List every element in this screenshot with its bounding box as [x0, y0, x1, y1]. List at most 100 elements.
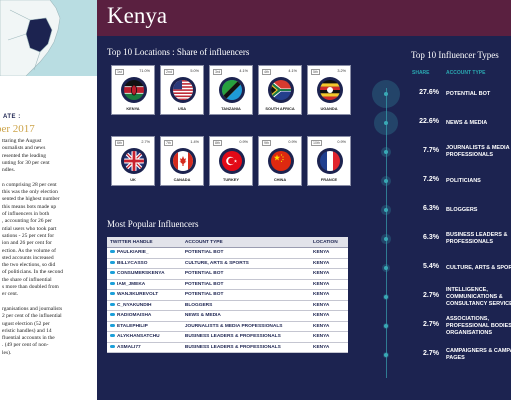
table-cell: C_NYAKUNDIH	[107, 300, 182, 311]
flag-ring	[268, 148, 294, 174]
flag-ring	[121, 77, 147, 103]
share-label: 7.2%	[423, 176, 439, 183]
table-cell-text: KENYA	[313, 250, 330, 256]
type-row: 2.7% INTELLIGENCE, COMMUNICATIONS & CONSU…	[355, 284, 511, 310]
twitter-icon	[110, 281, 115, 285]
flag-ring	[170, 77, 196, 103]
table-row: PAULKIARIE_ POTENTIAL BOT KENYA	[107, 247, 348, 259]
location-card: 4th 4.1% SOUTH AFRICA	[258, 65, 302, 115]
rank-badge: 2nd	[164, 69, 174, 75]
twitter-icon	[110, 313, 115, 317]
table-cell-text: BUSINESS LEADERS & PROFESSIONALS	[184, 344, 281, 350]
body-text-line: . (49 per cent of non-	[2, 342, 49, 349]
share-value: 0.9%	[288, 140, 297, 144]
share-label: 5.4%	[423, 263, 439, 270]
twitter-icon	[110, 260, 115, 264]
twitter-icon	[110, 302, 115, 306]
table-cell-text: C_NYAKUNDIH	[117, 302, 152, 308]
table-header-cell: LOCATION	[310, 237, 348, 248]
table-cell-text: ALYKHANSATCHU	[117, 334, 160, 340]
table-cell: BLOGGERS	[181, 300, 311, 311]
account-type-header: ACCOUNT TYPE	[446, 70, 486, 76]
type-row: 6.3% BUSINESS LEADERS & PROFESSIONALS	[355, 226, 511, 252]
table-header-row: TWITTER HANDLE ACCOUNT TYPE LOCATION	[107, 237, 348, 248]
table-cell-text: KENYA	[313, 334, 330, 340]
location-card: 5th 3.2% UGANDA	[307, 65, 351, 115]
kenya-flag	[124, 80, 144, 100]
table-cell: PAULKIARIE_	[107, 247, 182, 259]
table-row: BILLYCASSO CULTURE, ARTS & SPORTS KENYA	[107, 258, 348, 269]
country-name: CANADA	[173, 177, 191, 182]
date-label: ATE :	[3, 114, 21, 120]
table-cell: CONSUMERSKENYA	[107, 268, 182, 280]
share-value: 0.9%	[337, 140, 346, 144]
table-cell-text: CULTURE, ARTS & SPORTS	[184, 260, 249, 266]
country-name: UGANDA	[320, 106, 338, 111]
rank-badge: 3rd	[213, 69, 223, 75]
table-cell-text: KENYA	[313, 302, 330, 308]
share-point	[384, 92, 388, 96]
share-label: 6.3%	[423, 234, 439, 241]
uganda-flag	[320, 80, 340, 100]
rank-badge: 8th	[213, 140, 222, 146]
usa-flag	[173, 80, 193, 100]
table-cell: KENYA	[310, 300, 348, 311]
body-text-line: rganisations and journalists	[2, 305, 63, 312]
share-label: 6.3%	[423, 205, 439, 212]
table-cell: JOURNALISTS & MEDIA PROFESSIONALS	[181, 321, 311, 332]
share-value: 4.1%	[288, 69, 297, 73]
body-text-line: of politicians. In the second	[2, 269, 63, 276]
table-row: RADIOMAISHA NEWS & MEDIA KENYA	[107, 310, 348, 322]
table-cell: KENYA	[310, 342, 348, 353]
body-text-line: n comprising 28 per cent	[2, 181, 57, 188]
body-text-line: eristic handles) and 14	[2, 327, 52, 334]
china-flag	[271, 151, 291, 171]
twitter-icon	[110, 292, 115, 296]
body-text-line: 2 per cent of the influential	[2, 313, 62, 320]
share-point	[384, 208, 388, 212]
date-value: ber 2017	[0, 123, 35, 135]
body-text-line: sations - 25 per cent for	[2, 232, 55, 239]
account-type-label: ASSOCIATIONS, PROFESSIONAL BODIES & ORGA…	[446, 315, 511, 336]
body-text-line: unting for 30 per cent	[2, 159, 50, 166]
table-cell-text: KENYA	[313, 313, 330, 319]
flag-ring	[317, 148, 343, 174]
share-point	[384, 237, 388, 241]
table-cell-text: POTENTIAL BOT	[184, 281, 224, 287]
share-value: 1.4%	[190, 140, 199, 144]
table-cell-text: WANJIKUREVOLT	[117, 292, 159, 298]
body-text-line: this was the only election	[2, 189, 58, 196]
flag-ring	[121, 148, 147, 174]
table-cell: CULTURE, ARTS & SPORTS	[181, 258, 311, 269]
table-cell-text: KENYA	[313, 260, 330, 266]
body-text-line: the share of influential	[2, 276, 52, 283]
country-name: UK	[130, 177, 136, 182]
flag-ring	[268, 77, 294, 103]
table-cell-text: BLOGGERS	[184, 302, 213, 308]
location-card: 8th 0.9% TURKEY	[209, 136, 253, 186]
body-text-line: this means bots made up	[2, 203, 57, 210]
table-header-cell: ACCOUNT TYPE	[181, 237, 311, 248]
twitter-icon	[110, 323, 115, 327]
table-cell: KENYA	[310, 258, 348, 269]
table-cell-text: NEWS & MEDIA	[184, 313, 221, 319]
body-text-line: sented the highest number	[2, 196, 60, 203]
table-cell-text: POTENTIAL BOT	[184, 250, 224, 256]
table-cell: RADIOMAISHA	[107, 310, 182, 322]
table-cell-text: KENYA	[313, 344, 330, 350]
flag-ring	[170, 148, 196, 174]
table-cell-text: PAULKIARIE_	[117, 250, 149, 256]
left-panel: ATE : ber 2017 ttaring the Augustournali…	[0, 0, 97, 400]
table-header-cell: TWITTER HANDLE	[107, 237, 182, 248]
body-text-line: sted accounts increased	[2, 254, 54, 261]
share-label: 2.7%	[423, 321, 439, 328]
table-cell-text: RADIOMAISHA	[117, 313, 152, 319]
body-text-line: resented the leading	[2, 152, 46, 159]
account-type-label: BUSINESS LEADERS & PROFESSIONALS	[446, 232, 508, 245]
type-row: 2.7% CAMPAIGNERS & CAMPAIGN PAGES	[355, 342, 511, 368]
share-value: 3.2%	[337, 69, 346, 73]
table-row: IAM_JMEKA POTENTIAL BOT KENYA	[107, 279, 348, 290]
type-row: 7.7% JOURNALISTS & MEDIA PROFESSIONALS	[355, 139, 511, 165]
body-text-line: ion and 26 per cent for	[2, 240, 52, 247]
table-cell-text: JOURNALISTS & MEDIA PROFESSIONALS	[184, 323, 283, 329]
